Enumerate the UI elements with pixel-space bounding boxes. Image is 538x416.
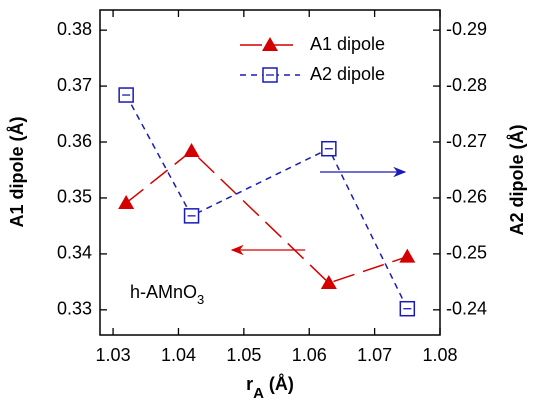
annotation-main: h-AMnO [130,282,197,302]
x-tick-label: 1.08 [422,345,457,365]
y2-tick-label: -0.25 [446,243,487,263]
x-label-unit: (Å) [264,374,294,394]
y-axis-label: A1 dipole (Å) [7,116,27,227]
marker-triangle [262,37,278,51]
y2-tick-label: -0.28 [446,75,487,95]
x-tick-label: 1.04 [161,345,196,365]
y-tick-label: 0.36 [57,131,92,151]
legend-label: A2 dipole [310,64,385,84]
y2-tick-label: -0.27 [446,131,487,151]
y-tick-label: 0.34 [57,243,92,263]
y-tick-label: 0.37 [57,75,92,95]
marker-triangle [399,248,416,263]
y-tick-label: 0.38 [57,19,92,39]
marker-triangle [320,274,337,289]
marker-triangle [183,142,200,157]
x-tick-label: 1.03 [96,345,131,365]
marker-triangle [118,194,135,209]
annotation-sub: 3 [197,292,204,307]
y2-tick-label: -0.24 [446,299,487,319]
y2-tick-label: -0.26 [446,187,487,207]
x-tick-label: 1.06 [292,345,327,365]
x-label-sub: A [253,385,264,402]
x-label-main: r [246,374,253,394]
y2-tick-label: -0.29 [446,19,487,39]
y-tick-label: 0.33 [57,299,92,319]
series-line [125,94,408,310]
y-tick-label: 0.35 [57,187,92,207]
x-tick-label: 1.05 [226,345,261,365]
legend-label: A1 dipole [310,34,385,54]
y2-axis-label: A2 dipole (Å) [507,124,527,235]
series-line [125,149,408,284]
x-tick-label: 1.07 [357,345,392,365]
annotation: h-AMnO3 [130,282,204,307]
x-axis-label: rA (Å) [246,374,294,402]
plot-frame [99,9,441,336]
